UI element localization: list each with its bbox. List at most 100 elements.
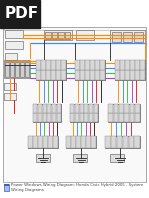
Bar	[110, 154, 124, 162]
Bar	[56, 70, 61, 80]
Bar	[108, 104, 140, 122]
Bar	[108, 104, 113, 113]
Bar	[111, 136, 116, 148]
Bar	[80, 70, 85, 80]
Bar	[46, 70, 51, 80]
Bar	[36, 60, 41, 70]
Bar	[135, 60, 140, 70]
Bar	[80, 113, 84, 122]
Bar	[10, 62, 14, 76]
Bar	[123, 136, 128, 148]
Bar	[110, 30, 145, 43]
Bar	[43, 104, 47, 113]
Bar	[76, 30, 94, 40]
Bar	[140, 60, 145, 70]
Bar	[105, 136, 140, 148]
Bar	[4, 184, 9, 186]
Bar	[135, 104, 140, 113]
Bar	[51, 70, 56, 80]
Bar	[85, 70, 90, 80]
Bar	[38, 113, 42, 122]
Bar	[57, 104, 61, 113]
Bar	[80, 104, 84, 113]
Bar	[140, 70, 145, 80]
Bar	[43, 136, 48, 148]
Bar	[66, 136, 71, 148]
Bar	[43, 113, 47, 122]
Bar	[4, 60, 30, 78]
Bar	[5, 62, 9, 76]
Bar	[25, 62, 29, 76]
Bar	[135, 70, 140, 80]
Bar	[75, 104, 79, 113]
Bar	[91, 136, 96, 148]
Bar	[120, 70, 125, 80]
Bar	[124, 113, 129, 122]
Bar	[38, 136, 43, 148]
Bar	[46, 60, 51, 70]
Text: PDF: PDF	[5, 7, 39, 22]
Bar	[75, 70, 80, 80]
Bar	[112, 31, 121, 42]
Bar	[33, 104, 37, 113]
Bar	[108, 113, 113, 122]
Bar	[73, 154, 87, 162]
Bar	[5, 41, 23, 49]
Bar	[100, 70, 105, 80]
Bar	[48, 136, 53, 148]
Bar	[115, 70, 120, 80]
Bar	[5, 30, 23, 38]
Bar	[38, 104, 42, 113]
Bar	[28, 136, 58, 148]
Bar	[56, 60, 61, 70]
Bar	[33, 104, 61, 122]
Bar	[125, 70, 130, 80]
Bar	[100, 60, 105, 70]
Bar	[130, 113, 134, 122]
Bar	[84, 113, 88, 122]
Bar	[89, 113, 93, 122]
Bar	[41, 70, 46, 80]
Bar	[61, 60, 66, 70]
Bar	[105, 136, 111, 148]
Bar	[114, 113, 118, 122]
Bar	[45, 31, 51, 38]
Bar	[114, 104, 118, 113]
Bar	[28, 136, 33, 148]
Bar	[4, 83, 16, 90]
Bar	[129, 136, 134, 148]
Bar	[20, 62, 24, 76]
Bar	[134, 136, 140, 148]
Text: Power Windows Wiring Diagram: Honda Civic Hybrid 2005 - System Wiring Diagrams: Power Windows Wiring Diagram: Honda Civi…	[11, 183, 143, 192]
Bar	[47, 104, 51, 113]
Bar	[61, 70, 66, 80]
Bar	[70, 104, 98, 122]
Bar	[41, 60, 46, 70]
Bar	[90, 70, 95, 80]
Bar	[33, 136, 38, 148]
Bar	[3, 27, 146, 182]
Bar	[53, 136, 58, 148]
Bar	[47, 113, 51, 122]
Bar	[95, 60, 100, 70]
Bar	[66, 136, 96, 148]
Bar	[119, 104, 124, 113]
Bar	[125, 60, 130, 70]
Bar	[130, 70, 135, 80]
Bar	[124, 104, 129, 113]
Bar	[58, 31, 63, 38]
Bar	[130, 60, 135, 70]
Bar	[0, 0, 40, 28]
Bar	[85, 60, 90, 70]
Bar	[80, 60, 85, 70]
Bar	[119, 113, 124, 122]
Bar	[71, 136, 76, 148]
Bar	[65, 31, 70, 38]
Bar	[123, 31, 132, 42]
Bar	[115, 60, 145, 80]
Bar	[36, 154, 50, 162]
Bar	[76, 136, 81, 148]
Bar	[95, 70, 100, 80]
Bar	[117, 136, 122, 148]
Bar	[44, 30, 72, 40]
